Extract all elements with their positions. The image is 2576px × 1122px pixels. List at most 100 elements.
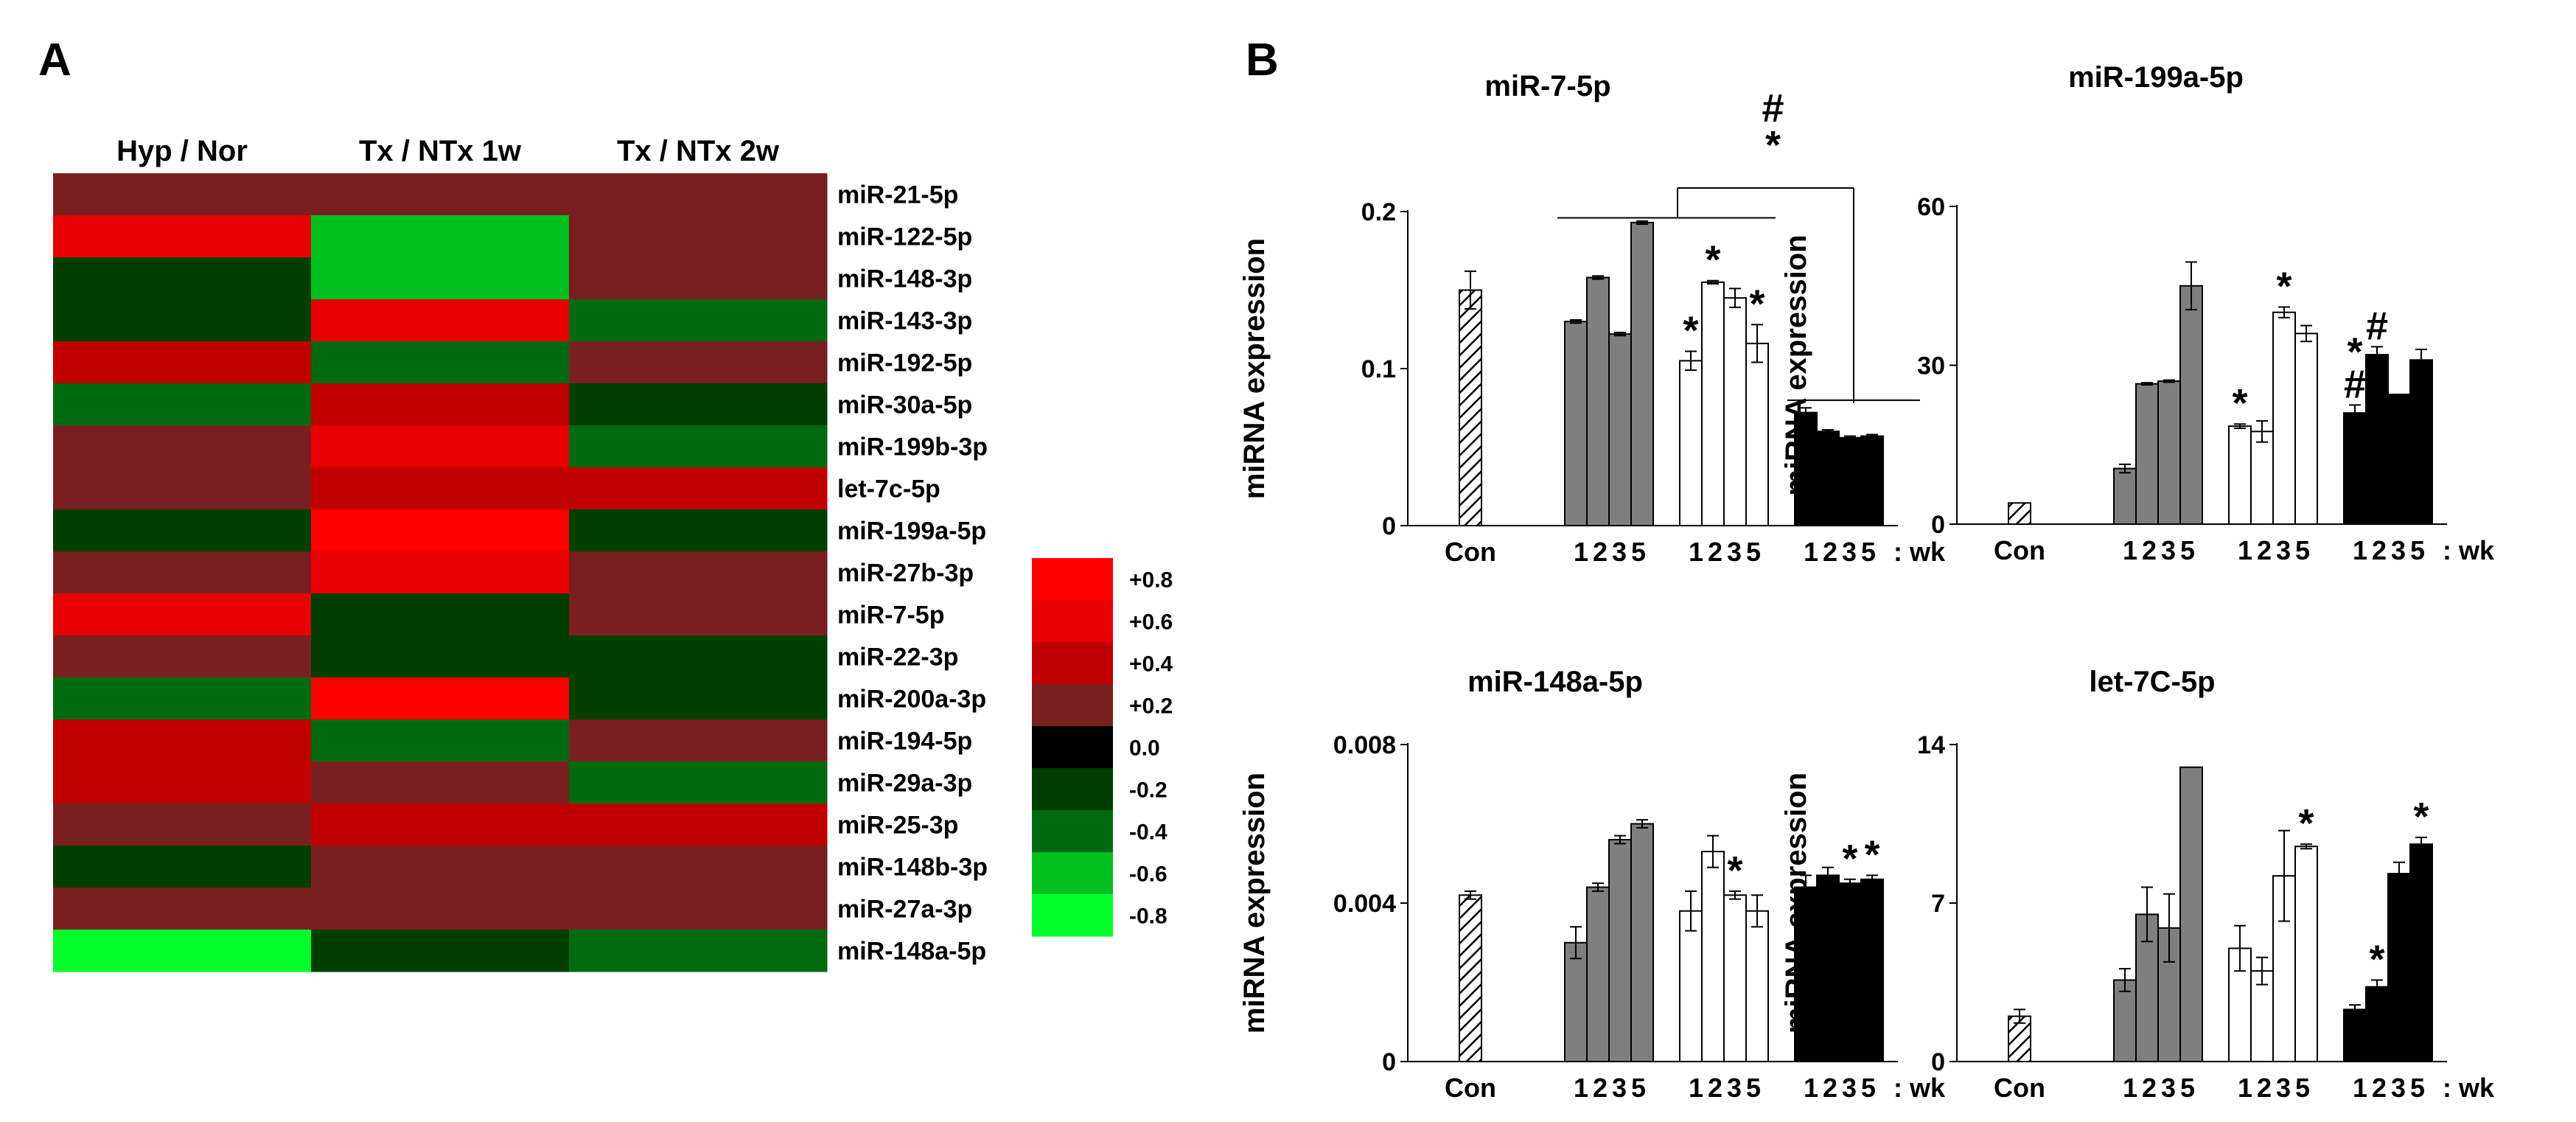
bar-white-week-3 <box>1723 297 1747 526</box>
bar-gray-week-2 <box>1586 276 1610 526</box>
x-group-label-weeks: 1 2 3 5 <box>2238 535 2310 565</box>
heatmap-row-label: miR-192-5p <box>837 349 972 377</box>
legend-swatch <box>1032 768 1113 811</box>
bar-black-week-1 <box>2343 412 2367 526</box>
bar-white-week-2 <box>1701 281 1725 526</box>
x-label-wk: : wk <box>1893 1073 1946 1103</box>
legend-swatch <box>1032 810 1113 853</box>
heatmap-row-label: miR-122-5p <box>837 223 972 251</box>
bracket-significance-marker: # <box>1762 86 1784 130</box>
bar-con <box>2008 502 2031 525</box>
significance-marker: * <box>1749 282 1765 326</box>
bar-gray-week-5 <box>2179 766 2203 1062</box>
heatmap-cell <box>311 593 570 636</box>
y-tick-label: 0.008 <box>1333 731 1396 759</box>
heatmap-row-label: miR-7-5p <box>837 602 944 630</box>
heatmap-cell <box>311 804 570 846</box>
heatmap-cell <box>311 762 570 804</box>
bracket-significance-marker: * <box>1765 123 1781 167</box>
heatmap-cell <box>569 509 828 552</box>
heatmap-cell <box>569 635 828 678</box>
y-tick-label: 0 <box>1382 512 1396 540</box>
legend-label: 0.0 <box>1129 736 1160 761</box>
heatmap-row-label: miR-194-5p <box>837 728 972 756</box>
bar-gray-week-3 <box>1608 333 1632 526</box>
heatmap-row-label: miR-27b-3p <box>837 560 974 588</box>
heatmap-cell <box>53 299 312 342</box>
y-tick-label: 30 <box>1917 352 1945 380</box>
legend-label: -0.8 <box>1129 905 1167 929</box>
bar-white-week-5 <box>1745 342 1769 527</box>
legend-swatch <box>1032 600 1113 643</box>
x-group-label-weeks: 1 2 3 5 <box>2353 535 2425 565</box>
heatmap-cell <box>569 215 828 258</box>
legend-swatch <box>1032 852 1113 895</box>
significance-marker: * <box>2413 795 2429 839</box>
heatmap-cell <box>311 299 570 342</box>
bar-black-week-3 <box>2387 394 2411 526</box>
x-label-con: Con <box>1445 1073 1496 1103</box>
heatmap-cell <box>569 467 828 510</box>
bar-black-week-1 <box>1794 411 1818 527</box>
heatmap-row-label: miR-30a-5p <box>837 391 972 419</box>
heatmap-cell <box>569 677 828 720</box>
bar-black-week-3 <box>1838 882 1862 1062</box>
heatmap-panel: Hyp / Nor Tx / NTx 1w Tx / NTx 2w miR-21-5p… <box>53 135 1173 972</box>
x-group-label-weeks: 1 2 3 5 <box>1689 1073 1761 1103</box>
heatmap-row-label: miR-148b-3p <box>837 854 988 882</box>
heatmap-cell <box>569 425 828 468</box>
y-axis-label: miRNA expression <box>1238 773 1271 1034</box>
legend-swatch <box>1032 726 1113 769</box>
heatmap-cell <box>53 846 312 888</box>
x-label-wk: : wk <box>2443 535 2495 565</box>
heatmap-cell <box>569 930 828 972</box>
significance-marker: * <box>2347 330 2362 374</box>
significance-marker: # <box>2344 362 2366 406</box>
bar-chart-mir-7-5p: miR-7-5p miRNA expression 0 0.1 0.2 Con 1 2 3 … <box>1238 70 1946 567</box>
y-tick-label: 0.004 <box>1333 890 1396 918</box>
legend-swatch <box>1032 684 1113 727</box>
legend-label: -0.4 <box>1129 820 1167 845</box>
x-group-label-weeks: 1 2 3 5 <box>1689 537 1761 567</box>
x-group-label-weeks: 1 2 3 5 <box>2123 1073 2195 1103</box>
heatmap-cell <box>53 930 312 972</box>
bar-white-week-5 <box>2294 332 2318 525</box>
x-label-con: Con <box>1445 537 1496 567</box>
heatmap-cell <box>569 804 828 846</box>
heatmap-cell <box>53 551 312 594</box>
x-group-label-weeks: 1 2 3 5 <box>1574 1073 1646 1103</box>
y-tick-label: 0 <box>1931 1048 1945 1076</box>
heatmap-cell <box>569 299 828 342</box>
significance-marker: * <box>1727 849 1742 893</box>
chart-title: miR-148a-5p <box>1467 666 1643 698</box>
legend-label: +0.8 <box>1129 568 1173 593</box>
heatmap-row-label: miR-27a-3p <box>837 896 972 924</box>
legend-swatch <box>1032 894 1113 937</box>
significance-marker: * <box>1842 837 1857 881</box>
y-axis-label: miRNA expression <box>1780 773 1812 1034</box>
bar-black-week-1 <box>1794 886 1818 1062</box>
significance-marker: * <box>1705 238 1720 282</box>
y-axis-label: miRNA expression <box>1780 234 1812 495</box>
panel-a-label: A <box>38 35 71 86</box>
significance-marker: * <box>2298 801 2314 846</box>
heatmap-cell <box>569 888 828 930</box>
heatmap-cell <box>311 551 570 594</box>
y-tick-label: 0.1 <box>1361 355 1396 383</box>
heatmap-cell <box>53 467 312 510</box>
x-group-label-weeks: 1 2 3 5 <box>2123 535 2195 565</box>
heatmap-cell <box>53 383 312 426</box>
heatmap-cell <box>53 341 312 384</box>
heatmap-column-header: Hyp / Nor <box>116 135 248 167</box>
heatmap-cell <box>569 173 828 216</box>
bar-gray-week-1 <box>2113 979 2137 1063</box>
heatmap-cell <box>53 719 312 762</box>
bar-black-week-2 <box>1816 431 1840 527</box>
bar-black-week-3 <box>1838 436 1862 526</box>
chart-title: let-7C-5p <box>2089 666 2215 698</box>
heatmap-cell <box>569 846 828 888</box>
legend-label: -0.6 <box>1129 863 1167 887</box>
bar-black-week-5 <box>2409 359 2433 526</box>
bar-gray-week-2 <box>2135 383 2159 525</box>
bar-white-week-1 <box>2228 425 2252 525</box>
